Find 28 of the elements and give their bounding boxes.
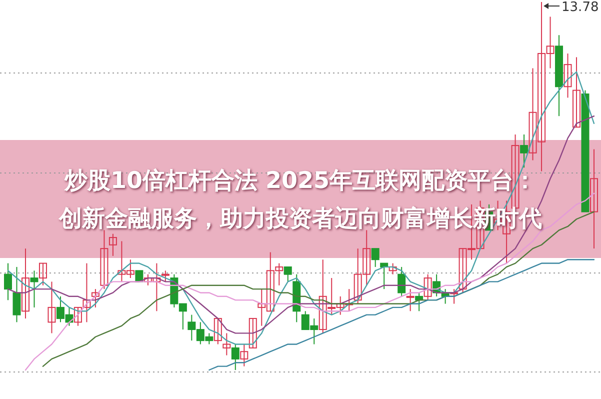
- candlestick: [108, 233, 117, 256]
- candlestick: [248, 318, 257, 348]
- candlestick: [48, 281, 56, 334]
- candlestick: [572, 56, 581, 128]
- candlestick: [450, 288, 458, 304]
- candlestick: [222, 332, 231, 356]
- candlestick: [424, 274, 432, 301]
- candlestick: [371, 248, 380, 268]
- candlestick: [30, 270, 38, 308]
- candlestick: [231, 344, 240, 370]
- candlestick: [398, 266, 406, 297]
- candlestick: [590, 148, 598, 250]
- candlestick: [100, 230, 108, 290]
- candlestick: [284, 266, 292, 282]
- candlestick: [214, 318, 222, 345]
- candlestick: [240, 344, 248, 367]
- candlestick: [520, 134, 528, 168]
- candlestick: [38, 262, 47, 286]
- candlestick: [12, 266, 21, 323]
- candlestick: [161, 270, 170, 282]
- text: 炒股10倍杠杆合法 2025年互联网配资平台：: [63, 168, 537, 194]
- candlestick: [406, 288, 414, 312]
- candlestick: [388, 262, 397, 275]
- candlestick: [4, 262, 12, 301]
- candlestick: [21, 248, 30, 319]
- annotation: 13.78: [562, 0, 599, 15]
- candlestick: [91, 288, 100, 308]
- candlestick: [564, 53, 572, 98]
